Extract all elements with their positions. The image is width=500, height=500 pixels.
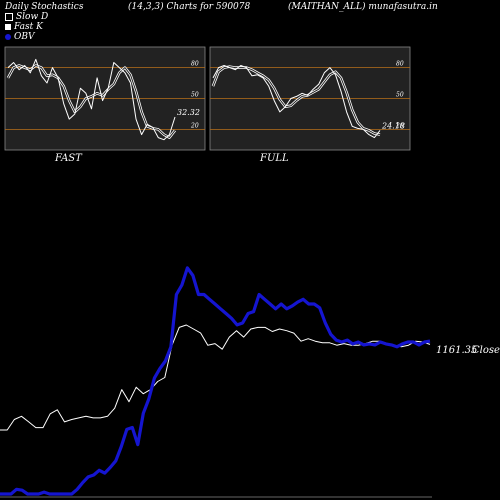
last-close-label: 1161.35 — [436, 345, 477, 356]
fast-k-line — [7, 58, 176, 141]
fast-d-line-core — [7, 65, 176, 139]
full-level-label-80: 80 — [396, 61, 404, 68]
legend-slow-d: Slow D — [5, 12, 48, 22]
fast-k-swatch — [5, 23, 11, 30]
fast-level-label-20: 20 — [190, 122, 199, 129]
full-level-label-50: 50 — [396, 92, 404, 99]
fast-level-label-50: 50 — [191, 92, 199, 99]
obv-line — [0, 266, 431, 496]
legend-fast-k: Fast K — [5, 22, 43, 32]
fast-panel-label: FAST — [55, 153, 82, 164]
full-panel-label: FULL — [260, 153, 289, 164]
full-k-line — [212, 65, 381, 139]
chart-title: Daily Stochastics — [5, 2, 84, 12]
close-line — [0, 324, 431, 431]
chart-symbol: (MAITHAN_ALL) munafasutra.in — [288, 2, 438, 12]
full-d-line-core — [212, 66, 381, 136]
obv-swatch — [5, 33, 11, 40]
full-last-value: 24.18 — [381, 121, 405, 130]
obv-label: OBV — [14, 32, 35, 42]
fast-last-value: 32.32 — [177, 108, 200, 117]
slow-d-swatch — [5, 12, 13, 21]
legend-obv: OBV — [5, 32, 35, 42]
fast-k-label: Fast K — [14, 22, 43, 32]
close-suffix: Close — [472, 345, 500, 356]
chart-params: (14,3,3) Charts for 590078 — [128, 2, 251, 12]
full-level-label-20: 20 — [395, 122, 404, 129]
fast-level-label-80: 80 — [191, 61, 199, 68]
slow-d-label: Slow D — [16, 12, 49, 22]
